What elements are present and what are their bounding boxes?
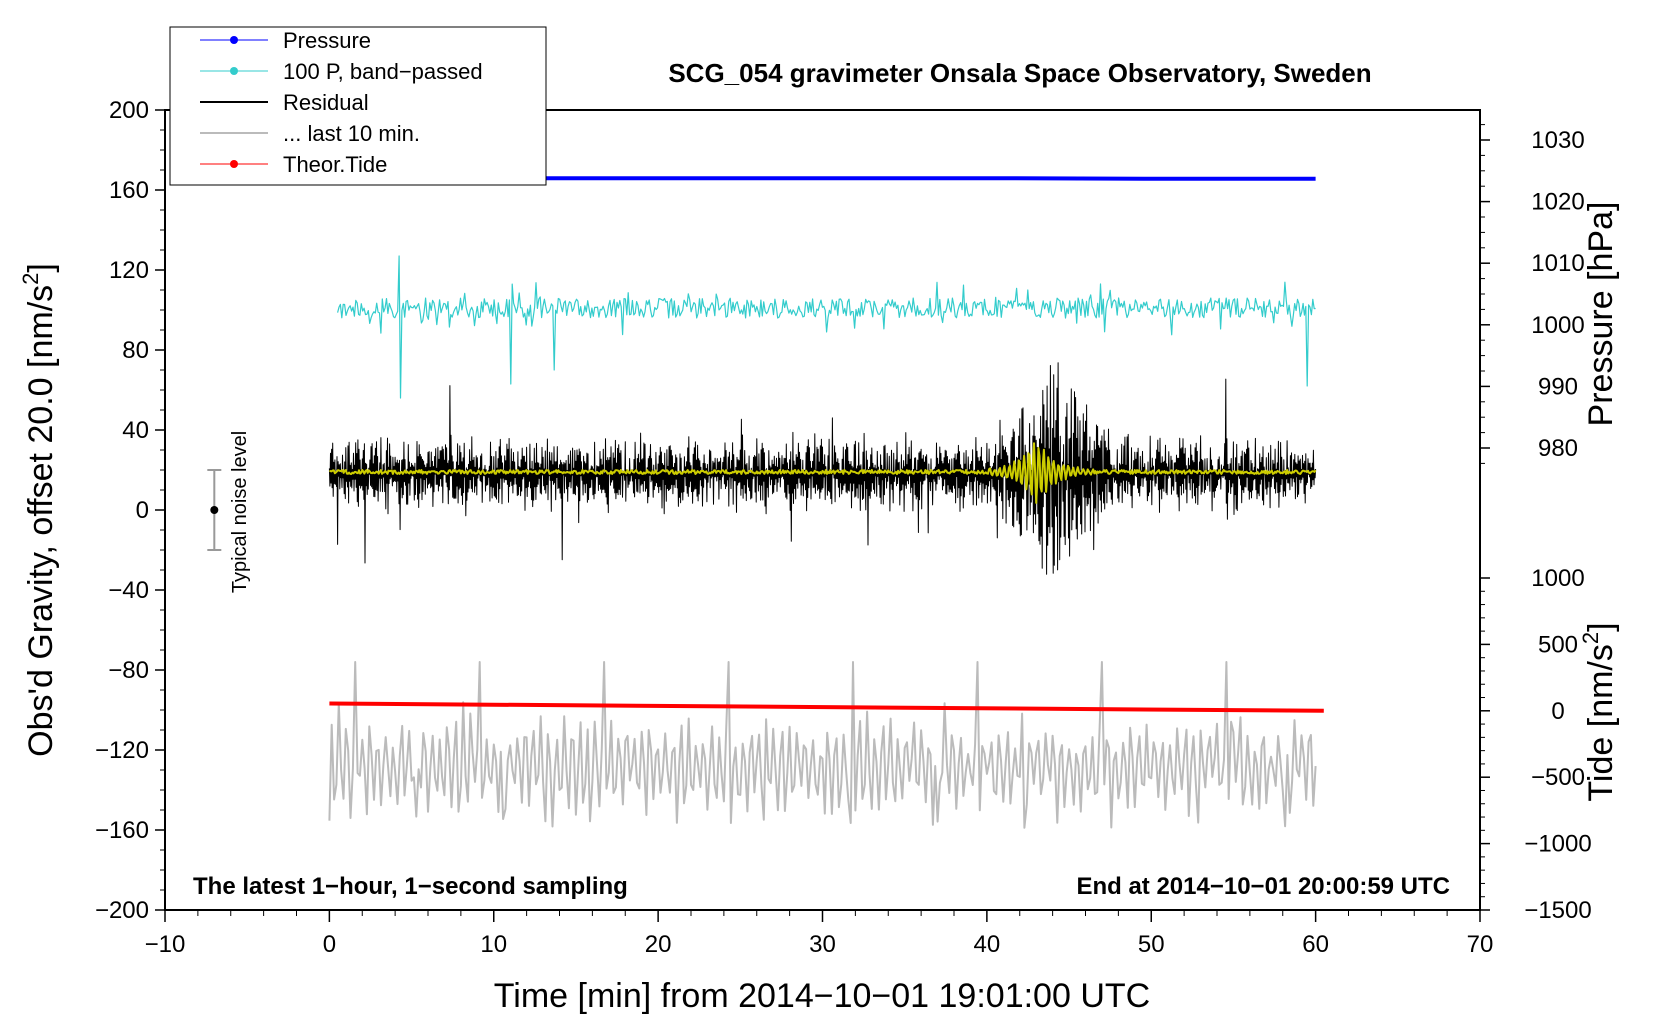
legend-label-last10: ... last 10 min. (283, 121, 420, 146)
x-tick-label: 10 (480, 931, 507, 958)
pressure-tick-label: 1030 (1531, 127, 1584, 154)
pressure-axis-label: Pressure [hPa] (1582, 202, 1620, 427)
series-last-10-min (328, 661, 1317, 829)
x-tick-label: 60 (1302, 931, 1329, 958)
tide-tick-label: 0 (1551, 698, 1564, 725)
legend-label-bandpassed: 100 P, band−passed (283, 59, 483, 84)
legend-entry-residual: Residual (200, 90, 369, 115)
x-tick-label: 70 (1467, 931, 1494, 958)
legend-entry-last10: ... last 10 min. (200, 121, 420, 146)
legend: Pressure 100 P, band−passed Residual ...… (169, 26, 547, 186)
legend-entry-pressure: Pressure (200, 28, 371, 53)
legend-marker-pressure (230, 36, 238, 44)
series-tide (329, 701, 1324, 713)
tide-axis-label: Tide [nm/s2] (1578, 622, 1620, 801)
tide-axis-label-main: Tide [nm/s (1582, 644, 1620, 801)
tide-axis-label-close: ] (1582, 622, 1620, 631)
y-axis-label: Obs'd Gravity, offset 20.0 [nm/s2] (18, 263, 60, 757)
y-axis-label-sup: 2 (18, 273, 43, 285)
x-tick-label: 20 (645, 931, 672, 958)
pressure-tick-label: 980 (1538, 435, 1578, 462)
noise-level-label: Typical noise level (229, 431, 251, 593)
legend-marker-tide (230, 160, 238, 168)
tide-tick-label: −1500 (1524, 897, 1591, 924)
tide-axis-label-sup: 2 (1578, 632, 1603, 644)
noise-bar-center (210, 506, 219, 514)
y-tick-label: −120 (95, 737, 149, 764)
y-tick-label: −40 (108, 577, 149, 604)
y-tick-label: 40 (122, 417, 149, 444)
legend-label-pressure: Pressure (283, 28, 371, 53)
y-tick-label: 0 (136, 497, 149, 524)
y-tick-label: −200 (95, 897, 149, 924)
y-tick-label: 160 (109, 177, 149, 204)
pressure-tick-label: 1020 (1531, 189, 1584, 216)
y-tick-label: −80 (108, 657, 149, 684)
tide-tick-label: −500 (1531, 764, 1585, 791)
tide-tick-label: 500 (1538, 631, 1578, 658)
x-tick-label: 0 (323, 931, 336, 958)
series-residual (328, 362, 1317, 575)
x-tick-label: 30 (809, 931, 836, 958)
y-tick-label: 80 (122, 337, 149, 364)
x-tick-label: 50 (1138, 931, 1165, 958)
tide-tick-label: −1000 (1524, 831, 1591, 858)
annotation-end-time: End at 2014−10−01 20:00:59 UTC (1076, 873, 1450, 900)
legend-entry-tide: Theor.Tide (200, 152, 387, 177)
annotation-latest-hour: The latest 1−hour, 1−second sampling (193, 873, 628, 900)
x-axis-label: Time [min] from 2014−10−01 19:01:00 UTC (494, 977, 1150, 1015)
series-filtered (329, 442, 1317, 504)
pressure-tick-label: 990 (1538, 373, 1578, 400)
tide-tick-label: 1000 (1531, 565, 1584, 592)
legend-label-residual: Residual (283, 90, 369, 115)
chart-title: SCG_054 gravimeter Onsala Space Observat… (668, 58, 1371, 88)
pressure-tick-label: 1000 (1531, 312, 1584, 339)
x-tick-label: 40 (974, 931, 1001, 958)
pressure-tick-label: 1010 (1531, 250, 1584, 277)
legend-marker-bandpassed (230, 67, 238, 75)
legend-box (169, 26, 547, 186)
legend-entry-bandpassed: 100 P, band−passed (200, 59, 483, 84)
y-axis-label-close: ] (22, 263, 60, 272)
y-tick-label: 200 (109, 97, 149, 124)
x-tick-label: −10 (145, 931, 186, 958)
y-tick-label: −160 (95, 817, 149, 844)
y-tick-label: 120 (109, 257, 149, 284)
legend-label-tide: Theor.Tide (283, 152, 387, 177)
series-pressure-bandpassed (337, 255, 1316, 399)
y-axis-label-main: Obs'd Gravity, offset 20.0 [nm/s (22, 285, 60, 757)
